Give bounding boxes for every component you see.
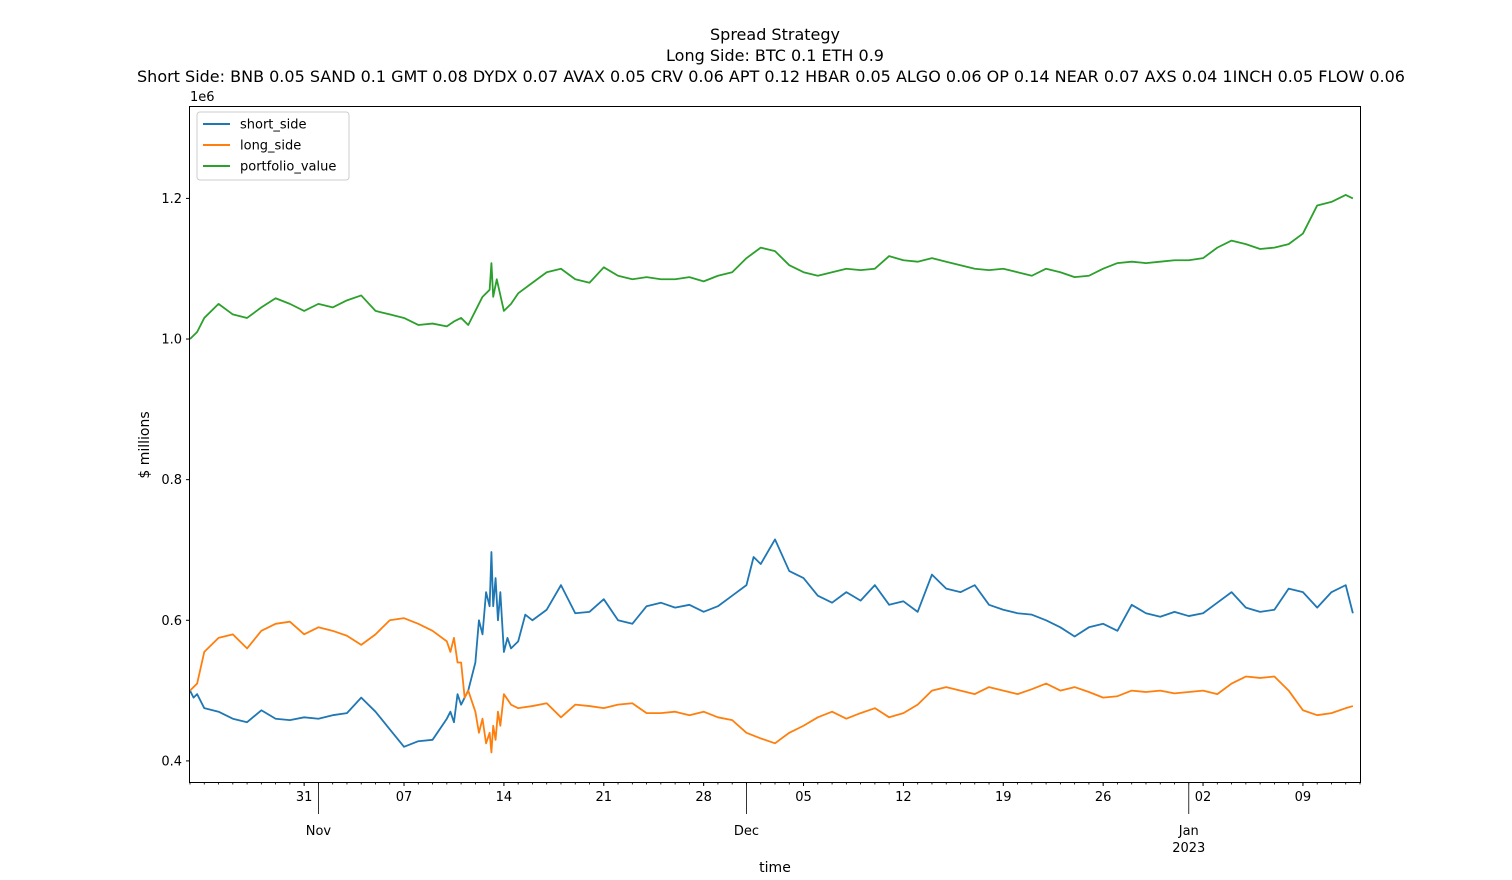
x-tick-label: 14: [496, 790, 513, 805]
x-tick-label: 28: [695, 790, 712, 805]
chart-title: Spread Strategy: [710, 25, 840, 44]
x-tick-label: 07: [396, 790, 413, 805]
series-line-long_side: [190, 617, 1354, 754]
legend-label-long_side: long_side: [240, 139, 301, 154]
x-tick-label: 19: [995, 790, 1012, 805]
y-axis-label: $ millions: [137, 411, 153, 478]
x-tick-label: 21: [596, 790, 613, 805]
legend-box: [196, 111, 350, 181]
x-axis-label: time: [759, 860, 791, 876]
x-tick-label: 02: [1195, 790, 1212, 805]
chart-subtitle-long: Long Side: BTC 0.1 ETH 0.9: [666, 46, 884, 65]
legend: short_side long_side portfolio_value: [196, 111, 350, 181]
legend-label-portfolio_value: portfolio_value: [240, 160, 336, 175]
y-tick-label: 0.4: [161, 754, 182, 769]
x-month-label: Jan: [1178, 824, 1199, 839]
x-tick-label: 26: [1095, 790, 1112, 805]
y-axis: 0.4 0.6 0.8 1.0 1.2: [161, 192, 190, 769]
x-tick-label: 09: [1295, 790, 1312, 805]
series-line-short_side: [190, 538, 1354, 748]
y-tick-label: 0.8: [161, 473, 182, 488]
x-tick-label: 31: [296, 790, 313, 805]
y-tick-label: 1.2: [161, 192, 182, 207]
x-tick-label: 12: [895, 790, 912, 805]
y-tick-label: 0.6: [161, 614, 182, 629]
x-month-label: Dec: [734, 824, 759, 839]
y-tick-label: 1.0: [161, 333, 182, 348]
x-tick-label: 05: [795, 790, 812, 805]
chart-subtitle-short: Short Side: BNB 0.05 SAND 0.1 GMT 0.08 D…: [137, 67, 1405, 86]
x-year-label: 2023: [1172, 841, 1205, 856]
legend-label-short_side: short_side: [240, 118, 307, 133]
x-month-label: Nov: [306, 824, 332, 839]
x-axis: 31 07 14 21 28 05 12 19 26 02 09 Nov Dec Jan 2023: [189, 782, 1361, 856]
plot-area: [190, 193, 1354, 754]
series-line-portfolio_value: [190, 193, 1354, 340]
y-offset-label: 1e6: [190, 90, 215, 105]
